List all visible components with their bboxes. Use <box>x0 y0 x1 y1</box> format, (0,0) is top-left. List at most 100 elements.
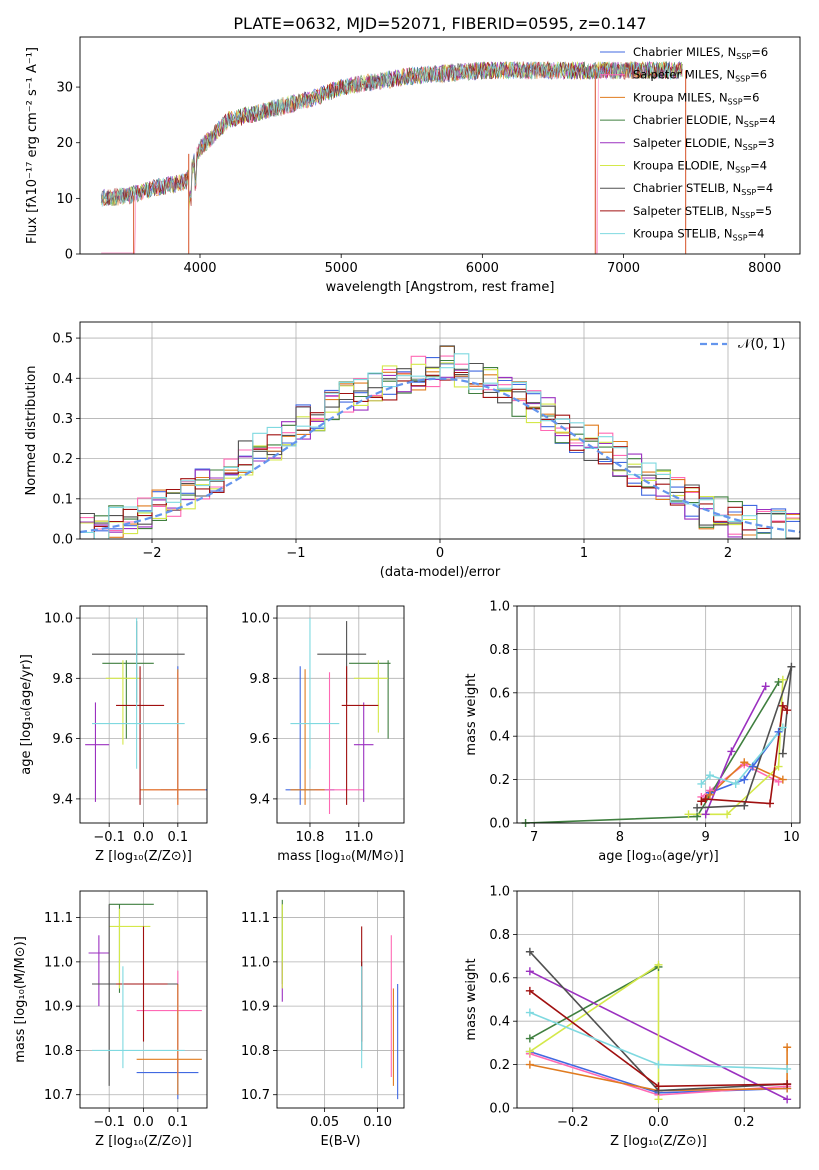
spectrum-ytick-label: 30 <box>56 81 73 96</box>
mass-z-ytick-label: 10.7 <box>44 1088 73 1103</box>
hist-ylabel: Normed distribution <box>24 366 39 496</box>
mass-ebv-frame <box>276 890 405 1109</box>
mw-age-series <box>700 726 784 785</box>
spectrum-legend-label: Kroupa ELODIE, NSSP=4 <box>633 159 767 175</box>
mw-age-xlabel: age [log₁₀(age/yr)] <box>598 849 719 864</box>
spectrum-legend-label: Salpeter ELODIE, NSSP=3 <box>633 136 775 152</box>
mass-ebv-ytick-label: 10.7 <box>241 1088 270 1103</box>
age-mass-frame <box>276 605 405 824</box>
age-mass-ytick-label: 9.6 <box>249 732 270 747</box>
age-z-xtick-label: 0.1 <box>167 830 188 845</box>
mw-z-frame <box>516 890 801 1109</box>
hist-ytick-label: 0.4 <box>52 372 73 387</box>
mw-age-marker <box>778 675 787 684</box>
spectrum-legend-label: Chabrier ELODIE, NSSP=4 <box>633 113 776 129</box>
figure-title: PLATE=0632, MJD=52071, FIBERID=0595, z=0… <box>233 14 646 33</box>
mw-age-ytick-label: 0.8 <box>489 643 510 658</box>
spectrum-xtick-label: 8000 <box>748 261 781 276</box>
mass-z-xtick-label: −0.1 <box>93 1115 125 1130</box>
spectrum-ytick-label: 0 <box>65 248 73 263</box>
spectrum-ytick-label: 20 <box>56 136 73 151</box>
mw-age-ytick-label: 0.4 <box>489 730 510 745</box>
mass-ebv-xtick-label: 0.10 <box>363 1115 392 1130</box>
mw-age-marker <box>701 795 710 804</box>
mw-age-marker <box>740 758 749 767</box>
age-z-ytick-label: 10.0 <box>44 612 73 627</box>
mw-age-xtick-label: 8 <box>616 830 624 845</box>
hist-ytick-label: 0.3 <box>52 412 73 427</box>
age-z-ytick-label: 9.6 <box>52 732 73 747</box>
mass-ebv-plot-area <box>281 899 399 1100</box>
age-mass-xtick-label: 10.8 <box>295 830 324 845</box>
mw-age-marker <box>765 799 774 808</box>
mw-z-ytick-label: 0.6 <box>489 971 510 986</box>
mw-z-ytick-label: 0.8 <box>489 928 510 943</box>
mw-age-xtick-label: 9 <box>702 830 710 845</box>
mw-age-marker <box>693 812 702 821</box>
age-mass-ytick-label: 9.8 <box>249 672 270 687</box>
mass-z-xlabel: Z [log₁₀(Z/Z⊙)] <box>95 1134 192 1149</box>
hist-xtick-label: −1 <box>286 546 305 561</box>
mw-z-marker <box>783 1080 792 1089</box>
age-z-frame <box>79 605 208 824</box>
mw-z-marker <box>654 1082 663 1091</box>
mw-z-plot-area <box>529 951 788 1101</box>
age-z-plot-area <box>85 618 207 805</box>
mw-age-marker <box>731 779 740 788</box>
mass-ebv-xlabel: E(B-V) <box>320 1134 360 1149</box>
hist-series <box>80 353 800 539</box>
mw-z-ylabel: mass weight <box>464 958 479 1040</box>
mw-age-marker <box>774 677 783 686</box>
hist-ytick-label: 0.1 <box>52 492 73 507</box>
mw-age-marker <box>684 810 693 819</box>
mw-z-marker <box>525 1008 534 1017</box>
spectrum-xlabel: wavelength [Angstrom, rest frame] <box>326 280 555 295</box>
mw-z-ytick-label: 0.4 <box>489 1015 510 1030</box>
age-mass-xlabel: mass [log₁₀(M/M⊙)] <box>277 849 404 864</box>
mass-z-xtick-label: 0.0 <box>133 1115 154 1130</box>
mw-z-xtick-label: −0.2 <box>557 1115 589 1130</box>
mw-z-marker <box>654 960 663 969</box>
mw-age-marker <box>783 706 792 715</box>
mw-age-marker <box>774 762 783 771</box>
hist-xtick-label: −2 <box>142 546 161 561</box>
age-mass-xtick-label: 11.0 <box>344 830 373 845</box>
mass-ebv-grid <box>277 891 404 1108</box>
mw-age-marker <box>774 727 783 736</box>
mw-age-xtick-label: 10 <box>783 830 800 845</box>
age-z-xlabel: Z [log₁₀(Z/Z⊙)] <box>95 849 192 864</box>
age-z-ytick-label: 9.8 <box>52 672 73 687</box>
mw-age-marker <box>740 775 749 784</box>
mw-z-xtick-label: 0.2 <box>734 1115 755 1130</box>
mw-age-ytick-label: 0.6 <box>489 686 510 701</box>
mw-age-marker <box>697 797 706 806</box>
mw-z-marker <box>783 1095 792 1104</box>
hist-ytick-label: 0.2 <box>52 452 73 467</box>
mw-age-frame <box>516 605 801 824</box>
mass-ebv-axes: 0.05 0.10 10.7 10.8 10.9 11.0 11.1 E(B-V) <box>241 890 405 1149</box>
mw-z-marker <box>783 1043 792 1052</box>
mw-age-ytick-label: 1.0 <box>489 600 510 615</box>
age-mass-grid <box>277 606 404 823</box>
mass-z-ytick-label: 11.0 <box>44 955 73 970</box>
mw-z-marker <box>654 1095 663 1104</box>
hist-legend-label: 𝒩(0, 1) <box>738 337 785 352</box>
mw-z-ytick-label: 1.0 <box>489 885 510 900</box>
mw-age-ylabel: mass weight <box>464 673 479 755</box>
mw-age-marker <box>778 723 787 732</box>
spectrum-series <box>100 60 683 207</box>
mw-z-marker <box>525 1060 534 1069</box>
age-z-ytick-label: 9.4 <box>52 792 73 807</box>
spectrum-legend-label: Chabrier MILES, NSSP=6 <box>633 45 768 61</box>
mw-z-marker <box>525 1034 534 1043</box>
spectrum-xtick-label: 7000 <box>607 261 640 276</box>
spectrum-frame <box>79 36 801 255</box>
mw-age-plot-area <box>525 666 793 823</box>
mass-ebv-ytick-label: 11.0 <box>241 955 270 970</box>
spectrum-axes: 4000 5000 6000 7000 8000 0 10 20 30 wavelength [A… <box>25 36 801 295</box>
normal-curve <box>80 377 800 534</box>
mass-z-ytick-label: 11.1 <box>44 911 73 926</box>
mw-z-xlabel: Z [log₁₀(Z/Z⊙)] <box>610 1134 707 1149</box>
mw-age-marker <box>723 810 732 819</box>
mass-z-xtick-label: 0.1 <box>167 1115 188 1130</box>
